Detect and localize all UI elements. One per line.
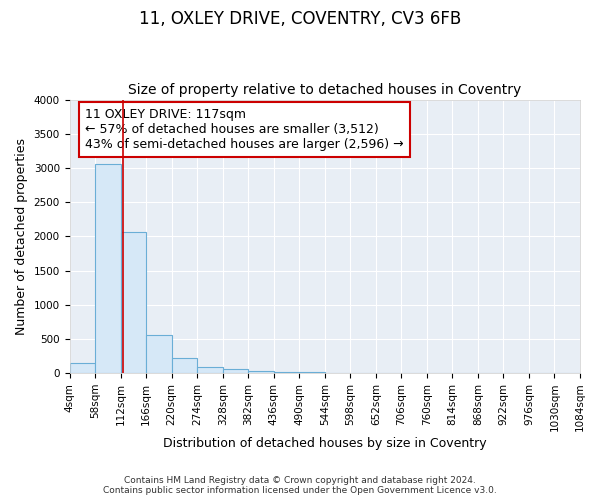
Text: 11 OXLEY DRIVE: 117sqm
← 57% of detached houses are smaller (3,512)
43% of semi-: 11 OXLEY DRIVE: 117sqm ← 57% of detached…: [85, 108, 403, 151]
Bar: [274, 372, 299, 373]
Bar: [223, 369, 248, 373]
Bar: [248, 371, 274, 373]
Bar: [95, 164, 121, 373]
Bar: [172, 358, 197, 373]
Text: Contains HM Land Registry data © Crown copyright and database right 2024.
Contai: Contains HM Land Registry data © Crown c…: [103, 476, 497, 495]
Text: 11, OXLEY DRIVE, COVENTRY, CV3 6FB: 11, OXLEY DRIVE, COVENTRY, CV3 6FB: [139, 10, 461, 28]
Y-axis label: Number of detached properties: Number of detached properties: [15, 138, 28, 335]
Bar: [299, 372, 325, 373]
Bar: [121, 232, 146, 373]
Bar: [197, 367, 223, 373]
Bar: [70, 363, 95, 373]
Title: Size of property relative to detached houses in Coventry: Size of property relative to detached ho…: [128, 83, 521, 97]
X-axis label: Distribution of detached houses by size in Coventry: Distribution of detached houses by size …: [163, 437, 487, 450]
Bar: [146, 335, 172, 373]
